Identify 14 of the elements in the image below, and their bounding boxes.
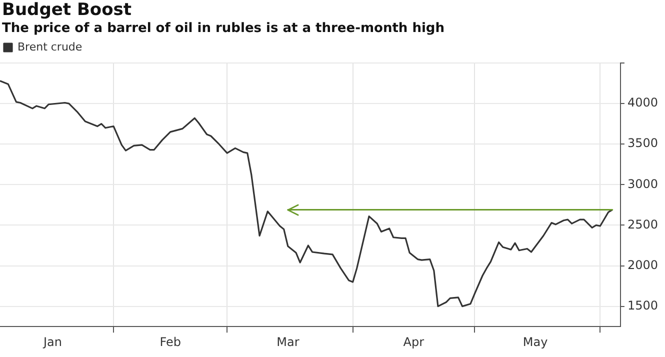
y-tick-label: 2000 (627, 258, 658, 272)
x-tick-label: Feb (160, 334, 181, 349)
x-tick-label: May (522, 334, 548, 349)
y-tick-label: 1500 (627, 298, 658, 312)
legend-label: Brent crude (18, 40, 82, 54)
y-tick-label: 3500 (627, 136, 658, 150)
x-tick-label: Apr (403, 334, 424, 349)
y-tick-label: 2500 (627, 217, 658, 232)
y-tick-label: 4000 (627, 96, 658, 110)
y-tick-label: 3000 (627, 176, 658, 191)
chart-title: Budget Boost (1, 0, 133, 20)
x-tick-label: Mar (276, 334, 300, 349)
chart-subtitle: The price of a barrel of oil in rubles is at a three-month high (1, 20, 446, 38)
x-tick-label: Jan (42, 334, 62, 349)
